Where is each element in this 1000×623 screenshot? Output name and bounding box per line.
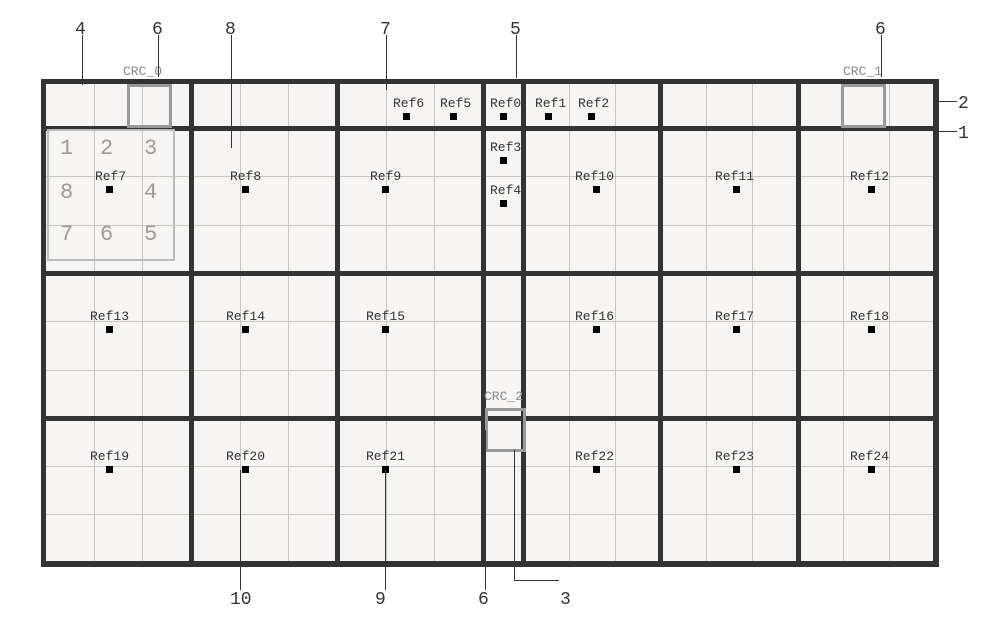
callout-9: 9 [375, 590, 386, 610]
callout-1: 1 [958, 124, 969, 144]
callout-4: 4 [75, 20, 86, 40]
diagram-canvas: Ref0Ref1Ref2Ref3Ref4Ref5Ref6Ref7Ref8Ref9… [0, 0, 1000, 623]
callout-6c: 6 [478, 590, 489, 610]
callout-6: 6 [152, 20, 163, 40]
callout-3: 3 [560, 590, 571, 610]
callout-2: 2 [958, 94, 969, 114]
callout-5: 5 [510, 20, 521, 40]
callout-10: 10 [230, 590, 252, 610]
callout-8: 8 [225, 20, 236, 40]
callout-6b: 6 [875, 20, 886, 40]
callout-7: 7 [380, 20, 391, 40]
